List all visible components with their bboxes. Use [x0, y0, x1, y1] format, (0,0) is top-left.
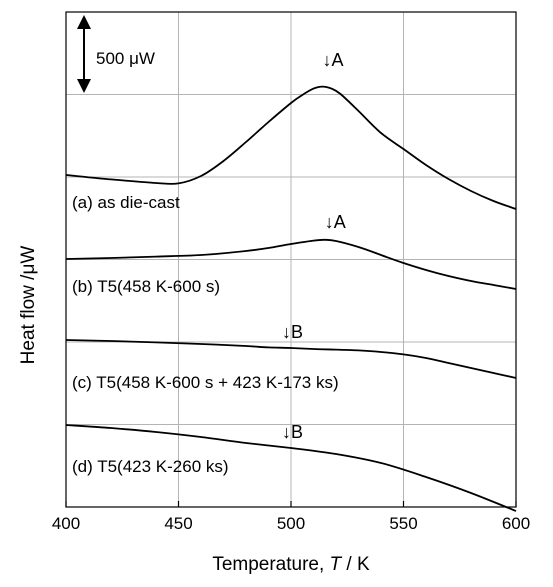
- x-axis-label-symbol: T: [330, 554, 343, 575]
- peak-label: ↓B: [282, 322, 303, 342]
- x-tick-label: 550: [389, 514, 417, 533]
- scale-bar: 500 μW: [77, 15, 155, 93]
- peak-label: ↓A: [323, 50, 344, 70]
- series-line: [65, 238, 517, 290]
- peak-label: ↓A: [325, 212, 346, 232]
- series-label: (b) T5(458 K-600 s): [72, 277, 220, 296]
- series-label: (c) T5(458 K-600 s + 423 K-173 ks): [72, 373, 339, 392]
- scale-bar-label: 500 μW: [96, 49, 155, 68]
- series-line: [65, 424, 517, 512]
- y-axis-label: Heat flow /μW: [18, 246, 39, 365]
- x-tick-label: 500: [277, 514, 305, 533]
- peak-label: ↓B: [282, 422, 303, 442]
- x-axis-label-prefix: Temperature,: [212, 554, 329, 575]
- x-tick-label: 400: [52, 514, 80, 533]
- x-axis-label: Temperature, T / K: [212, 554, 370, 575]
- x-axis-label-suffix: / K: [341, 554, 370, 575]
- series-label: (d) T5(423 K-260 ks): [72, 457, 229, 476]
- series-line: [65, 339, 517, 379]
- curves: (a) as die-cast ↓A (b) T5(458 K-600 s) ↓A (c…: [65, 50, 517, 512]
- series-label: (a) as die-cast: [72, 193, 180, 212]
- x-tick-label: 600: [502, 514, 530, 533]
- x-tick-label: 450: [164, 514, 192, 533]
- series-line: [65, 85, 517, 210]
- x-ticks: 400 450 500 550 600: [52, 501, 530, 533]
- scale-bar-arrow-down: [77, 79, 91, 93]
- scale-bar-arrow-up: [77, 15, 91, 29]
